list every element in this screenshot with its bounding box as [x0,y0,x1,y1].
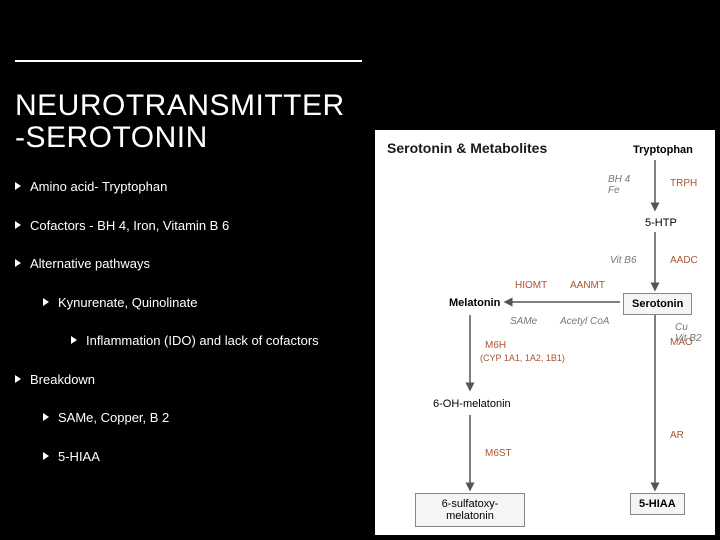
cofactor-same: SAMe [510,316,537,327]
pathway-arrows [375,130,715,535]
title-line-2: -SEROTONIN [15,122,345,154]
node-serotonin: Serotonin [623,293,692,315]
cofactor-cu-b2: Cu Vit B2 [675,322,702,344]
triangle-bullet-icon [71,336,77,344]
enzyme-ar: AR [670,430,684,441]
list-item: Breakdown [15,371,365,389]
list-item: Kynurenate, Quinolinate [43,294,365,312]
node-melatonin: Melatonin [441,293,508,313]
diagram-title: Serotonin & Metabolites [387,140,547,156]
enzyme-m6st: M6ST [485,448,512,459]
bullet-text: Inflammation (IDO) and lack of cofactors [86,332,365,350]
triangle-bullet-icon [15,182,21,190]
enzyme-aanmt: AANMT [570,280,605,291]
slide-title: NEUROTRANSMITTER -SEROTONIN [15,90,345,153]
triangle-bullet-icon [15,221,21,229]
list-item: 5-HIAA [43,448,365,466]
enzyme-trph: TRPH [670,178,697,189]
triangle-bullet-icon [15,259,21,267]
list-item: Cofactors - BH 4, Iron, Vitamin B 6 [15,217,365,235]
bullet-text: Amino acid- Tryptophan [30,178,365,196]
enzyme-hiomt: HIOMT [515,280,547,291]
enzyme-m6h: M6H [485,340,506,351]
title-rule [15,60,362,62]
enzyme-m6h-sub: (CYP 1A1, 1A2, 1B1) [480,353,565,363]
list-item: SAMe, Copper, B 2 [43,409,365,427]
triangle-bullet-icon [43,413,49,421]
bullet-text: Alternative pathways [30,255,365,273]
serotonin-diagram: Serotonin & Metabolites Tryptophan 5-HTP… [375,130,715,535]
list-item: Alternative pathways [15,255,365,273]
bullet-text: SAMe, Copper, B 2 [58,409,365,427]
bullet-text: 5-HIAA [58,448,365,466]
cofactor-bh4-fe: BH 4 Fe [608,174,630,196]
node-6ohmel: 6-OH-melatonin [425,394,519,414]
node-6sulfatoxy: 6-sulfatoxy-melatonin [415,493,525,527]
bullet-text: Cofactors - BH 4, Iron, Vitamin B 6 [30,217,365,235]
bullet-text: Breakdown [30,371,365,389]
bullet-text: Kynurenate, Quinolinate [58,294,365,312]
cofactor-vitb6: Vit B6 [610,255,637,266]
title-line-1: NEUROTRANSMITTER [15,90,345,122]
node-5htp: 5-HTP [637,213,685,233]
triangle-bullet-icon [43,298,49,306]
bullet-list: Amino acid- Tryptophan Cofactors - BH 4,… [15,178,365,486]
list-item: Inflammation (IDO) and lack of cofactors [71,332,365,350]
triangle-bullet-icon [43,452,49,460]
list-item: Amino acid- Tryptophan [15,178,365,196]
node-5hiaa: 5-HIAA [630,493,685,515]
enzyme-aadc: AADC [670,255,698,266]
cofactor-acetylcoa: Acetyl CoA [560,316,609,327]
node-tryptophan: Tryptophan [625,140,701,160]
triangle-bullet-icon [15,375,21,383]
